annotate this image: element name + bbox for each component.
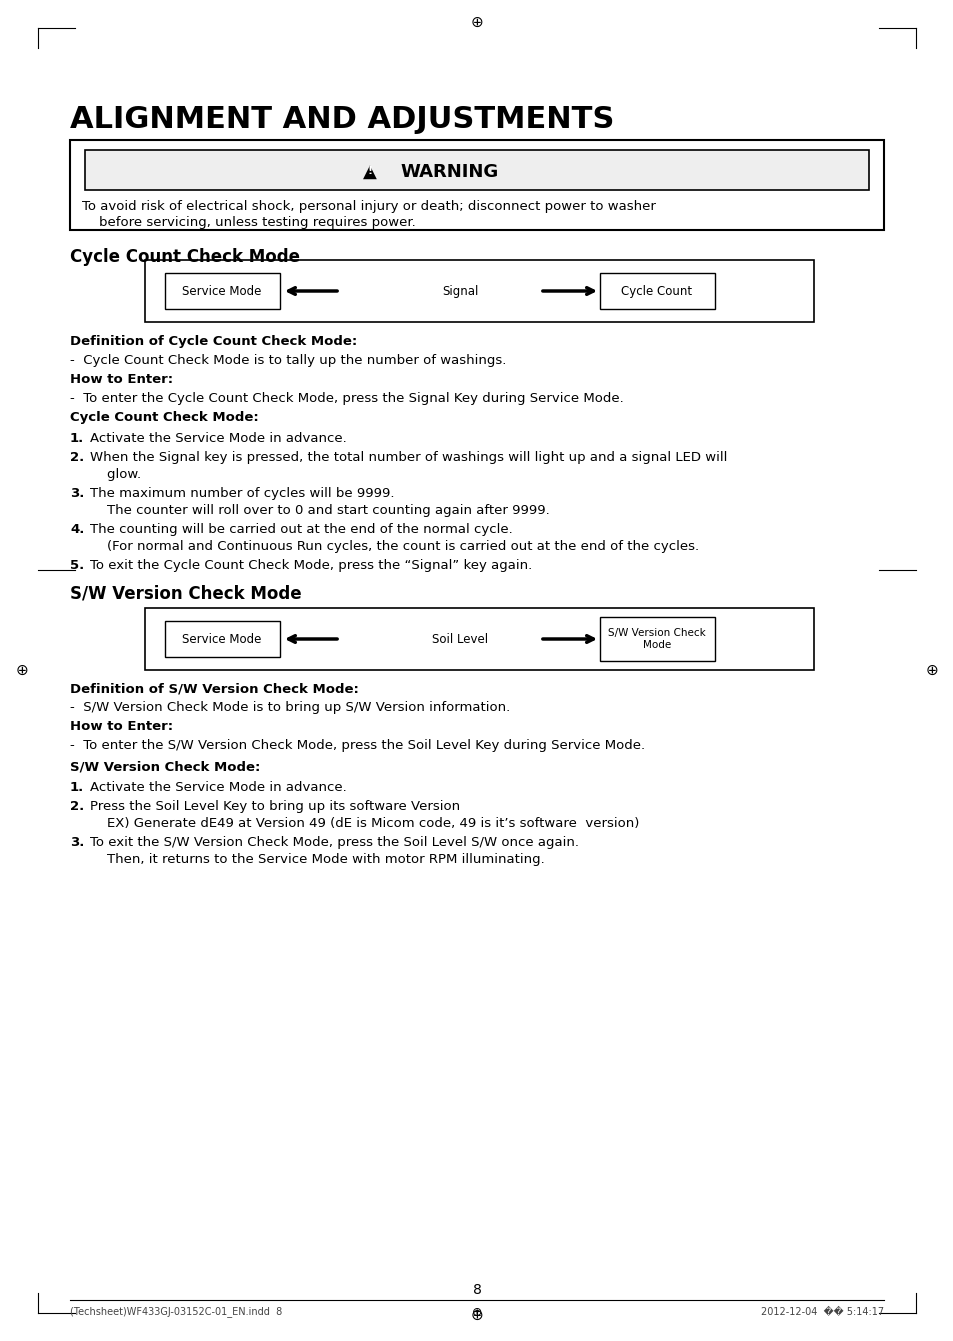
Bar bbox=[145, 607, 813, 670]
Text: -  S/W Version Check Mode is to bring up S/W Version information.: - S/W Version Check Mode is to bring up … bbox=[70, 701, 510, 713]
Text: How to Enter:: How to Enter: bbox=[70, 720, 172, 734]
Text: 3.: 3. bbox=[70, 835, 84, 849]
Text: Press the Soil Level Key to bring up its software Version: Press the Soil Level Key to bring up its… bbox=[90, 801, 459, 813]
Text: -  Cycle Count Check Mode is to tally up the number of washings.: - Cycle Count Check Mode is to tally up … bbox=[70, 354, 506, 367]
Text: Service Mode: Service Mode bbox=[182, 633, 261, 645]
Text: Definition of Cycle Count Check Mode:: Definition of Cycle Count Check Mode: bbox=[70, 335, 356, 349]
Text: ⊕: ⊕ bbox=[470, 15, 483, 30]
Text: !: ! bbox=[367, 166, 373, 176]
Bar bbox=[599, 274, 714, 308]
Bar bbox=[599, 617, 714, 661]
Text: ⊕: ⊕ bbox=[924, 662, 938, 677]
Text: Soil Level: Soil Level bbox=[432, 633, 488, 645]
Text: Cycle Count: Cycle Count bbox=[620, 284, 692, 298]
Text: The maximum number of cycles will be 9999.: The maximum number of cycles will be 999… bbox=[90, 487, 395, 500]
Text: The counting will be carried out at the end of the normal cycle.: The counting will be carried out at the … bbox=[90, 523, 512, 536]
Text: ⊕: ⊕ bbox=[470, 1307, 483, 1322]
Text: S/W Version Check Mode:: S/W Version Check Mode: bbox=[70, 760, 260, 772]
Text: How to Enter:: How to Enter: bbox=[70, 373, 172, 386]
Text: To avoid risk of electrical shock, personal injury or death; disconnect power to: To avoid risk of electrical shock, perso… bbox=[82, 200, 656, 213]
Text: 2012-12-04  �� 5:14:17: 2012-12-04 �� 5:14:17 bbox=[760, 1307, 883, 1317]
Text: 4.: 4. bbox=[70, 523, 84, 536]
Bar bbox=[165, 621, 280, 657]
Text: 3.: 3. bbox=[70, 487, 84, 500]
Text: Definition of S/W Version Check Mode:: Definition of S/W Version Check Mode: bbox=[70, 683, 358, 695]
Text: EX) Generate dE49 at Version 49 (dE is Micom code, 49 is it’s software  version): EX) Generate dE49 at Version 49 (dE is M… bbox=[90, 817, 639, 830]
Text: WARNING: WARNING bbox=[399, 164, 497, 181]
Text: Activate the Service Mode in advance.: Activate the Service Mode in advance. bbox=[90, 780, 346, 794]
Text: 2.: 2. bbox=[70, 801, 84, 813]
Text: To exit the S/W Version Check Mode, press the Soil Level S/W once again.: To exit the S/W Version Check Mode, pres… bbox=[90, 835, 578, 849]
Text: ALIGNMENT AND ADJUSTMENTS: ALIGNMENT AND ADJUSTMENTS bbox=[70, 105, 614, 134]
Text: 8: 8 bbox=[472, 1283, 481, 1297]
Text: before servicing, unless testing requires power.: before servicing, unless testing require… bbox=[82, 216, 416, 229]
Text: ▲: ▲ bbox=[363, 164, 376, 181]
Bar bbox=[70, 139, 883, 231]
Text: S/W Version Check Mode: S/W Version Check Mode bbox=[70, 583, 301, 602]
Text: S/W Version Check
Mode: S/W Version Check Mode bbox=[607, 628, 705, 650]
Text: Then, it returns to the Service Mode with motor RPM illuminating.: Then, it returns to the Service Mode wit… bbox=[90, 853, 544, 866]
Text: To exit the Cycle Count Check Mode, press the “Signal” key again.: To exit the Cycle Count Check Mode, pres… bbox=[90, 559, 532, 573]
Text: glow.: glow. bbox=[90, 468, 141, 481]
Text: 5.: 5. bbox=[70, 559, 84, 573]
Text: 2.: 2. bbox=[70, 451, 84, 464]
Text: Cycle Count Check Mode:: Cycle Count Check Mode: bbox=[70, 410, 258, 424]
Bar bbox=[85, 150, 868, 190]
Text: -  To enter the Cycle Count Check Mode, press the Signal Key during Service Mode: - To enter the Cycle Count Check Mode, p… bbox=[70, 392, 623, 405]
Bar bbox=[145, 260, 813, 322]
Text: ⊕: ⊕ bbox=[471, 1306, 482, 1318]
Text: 1.: 1. bbox=[70, 432, 84, 445]
Text: Cycle Count Check Mode: Cycle Count Check Mode bbox=[70, 248, 299, 266]
Text: -  To enter the S/W Version Check Mode, press the Soil Level Key during Service : - To enter the S/W Version Check Mode, p… bbox=[70, 739, 644, 752]
Text: ⊕: ⊕ bbox=[15, 662, 29, 677]
Text: When the Signal key is pressed, the total number of washings will light up and a: When the Signal key is pressed, the tota… bbox=[90, 451, 726, 464]
Bar bbox=[165, 274, 280, 308]
Text: Activate the Service Mode in advance.: Activate the Service Mode in advance. bbox=[90, 432, 346, 445]
Text: Service Mode: Service Mode bbox=[182, 284, 261, 298]
Text: (Techsheet)WF433GJ-03152C-01_EN.indd  8: (Techsheet)WF433GJ-03152C-01_EN.indd 8 bbox=[70, 1306, 282, 1317]
Text: Signal: Signal bbox=[441, 284, 477, 298]
Text: (For normal and Continuous Run cycles, the count is carried out at the end of th: (For normal and Continuous Run cycles, t… bbox=[90, 540, 699, 552]
Text: The counter will roll over to 0 and start counting again after 9999.: The counter will roll over to 0 and star… bbox=[90, 504, 549, 518]
Text: 1.: 1. bbox=[70, 780, 84, 794]
